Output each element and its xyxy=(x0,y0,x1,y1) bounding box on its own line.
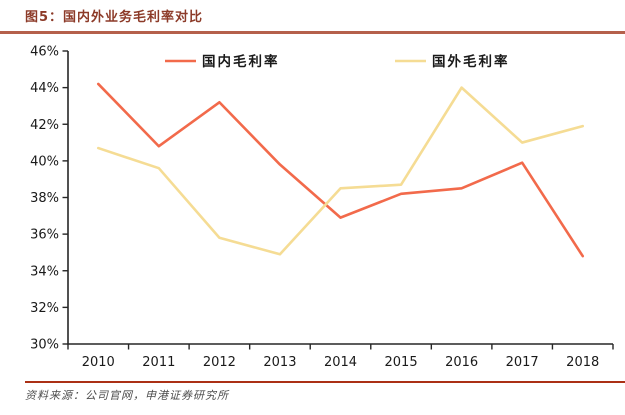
x-axis-label: 2012 xyxy=(203,355,236,370)
x-axis-label: 2013 xyxy=(263,355,296,370)
y-axis-label: 40% xyxy=(30,154,59,169)
line-chart: 46% 44% 42% 40% 38% 36% 34% 32% 30% 2010 2011 2012 2… xyxy=(0,35,625,380)
footer-divider-line xyxy=(25,381,625,383)
y-axis-label: 46% xyxy=(30,45,59,60)
series-line-foreign xyxy=(96,86,585,256)
source-note: 资料来源：公司官网，申港证券研究所 xyxy=(25,389,229,402)
title-divider-line xyxy=(0,31,625,34)
y-axis-label: 42% xyxy=(30,118,59,133)
y-axis-label: 30% xyxy=(30,338,59,353)
axis-lines xyxy=(67,51,613,345)
y-axis-label: 38% xyxy=(30,191,59,206)
y-axis-label: 36% xyxy=(30,228,59,243)
series-line-domestic xyxy=(96,82,585,258)
x-axis-label: 2015 xyxy=(385,355,418,370)
x-axis-label: 2010 xyxy=(82,355,115,370)
x-axis-label: 2014 xyxy=(324,355,357,370)
chart-canvas: 46% 44% 42% 40% 38% 36% 34% 32% 30% 2010 2011 2012 2… xyxy=(30,45,614,370)
x-axis-label: 2016 xyxy=(445,355,478,370)
x-axis-label: 2011 xyxy=(142,355,175,370)
figure-title: 图5：国内外业务毛利率对比 xyxy=(25,10,204,25)
x-axis-label: 2017 xyxy=(506,355,539,370)
legend-label: 国内毛利率 xyxy=(202,53,280,70)
legend-label: 国外毛利率 xyxy=(432,53,510,70)
y-axis-label: 44% xyxy=(30,81,59,96)
y-axis-label: 32% xyxy=(30,301,59,316)
y-axis-label: 34% xyxy=(30,264,59,279)
x-axis-label: 2018 xyxy=(566,355,599,370)
